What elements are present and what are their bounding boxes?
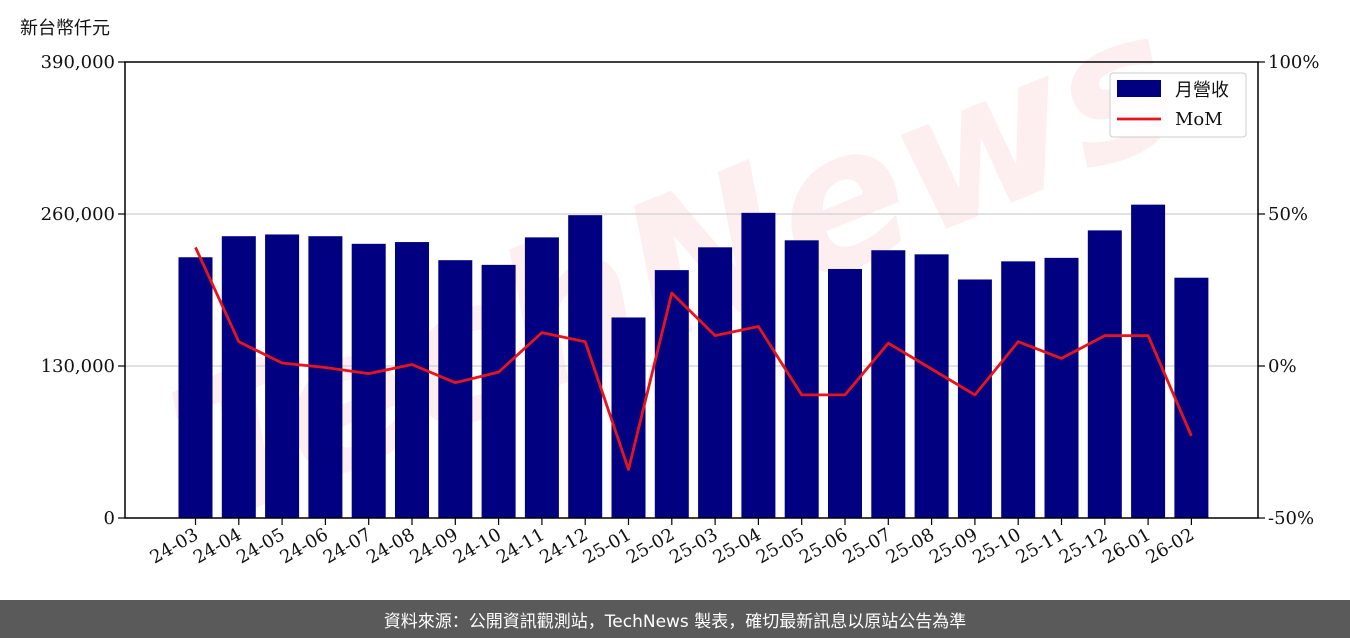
y-left-tick-label: 130,000 [41, 356, 115, 377]
bar-24-04 [221, 236, 256, 518]
bar-25-11 [1044, 257, 1079, 518]
bar-25-12 [1087, 230, 1122, 518]
x-tick-label: 24-12 [536, 524, 591, 568]
bar-24-09 [438, 260, 473, 518]
y-left-tick-label: 260,000 [41, 204, 115, 225]
mom-line-series [194, 246, 1193, 471]
bar-25-03 [698, 247, 733, 519]
bar-25-07 [871, 250, 906, 518]
x-tick-label: 25-08 [883, 524, 938, 568]
x-tick-label: 25-02 [623, 524, 678, 568]
bar-24-08 [395, 242, 429, 519]
bar-26-02 [1174, 277, 1209, 518]
y-axis-left: 0 130,000 260,000 390,000 [41, 52, 125, 529]
x-tick-label: 24-08 [363, 524, 418, 568]
y-right-tick-label: 50% [1268, 204, 1308, 225]
x-tick-label: 25-10 [969, 524, 1024, 568]
bar-24-05 [265, 234, 300, 518]
y-right-tick-label: 0% [1268, 356, 1297, 377]
bar-25-04 [741, 212, 776, 519]
y-left-tick-label: 0 [104, 508, 115, 529]
x-tick-label: 25-04 [709, 524, 764, 568]
x-tick-label: 25-07 [839, 524, 894, 568]
x-tick-label: 24-03 [147, 524, 202, 568]
bar-25-02 [654, 270, 689, 518]
bar-25-09 [957, 279, 992, 518]
bar-25-08 [914, 254, 949, 519]
y-axis-right: -50% 0% 50% 100% [1258, 52, 1319, 529]
x-tick-label: 24-07 [320, 524, 375, 568]
bar-25-10 [1001, 261, 1036, 518]
bar-24-11 [524, 237, 559, 518]
x-tick-label: 24-10 [450, 524, 505, 568]
bar-24-03 [178, 257, 213, 518]
legend-label-revenue: 月營收 [1175, 80, 1229, 101]
y-right-tick-label: 100% [1268, 52, 1319, 73]
x-tick-label: 25-09 [926, 524, 981, 568]
source-footer: 資料來源：公開資訊觀測站，TechNews 製表，確切最新訊息以原站公告為準 [0, 600, 1350, 638]
x-tick-label: 25-05 [753, 524, 808, 568]
x-tick-label: 26-02 [1142, 524, 1197, 568]
bar-25-05 [784, 240, 819, 519]
x-tick-label: 24-09 [406, 524, 461, 568]
x-tick-label: 25-01 [580, 524, 635, 568]
bar-24-12 [568, 215, 603, 518]
x-tick-label: 25-12 [1056, 524, 1111, 568]
footer-text: 資料來源：公開資訊觀測站，TechNews 製表，確切最新訊息以原站公告為準 [383, 611, 967, 632]
x-tick-label: 25-11 [1013, 524, 1068, 568]
y-axis-unit-label: 新台幣仟元 [20, 18, 110, 39]
x-tick-label: 24-11 [493, 524, 548, 568]
legend-swatch-bar [1117, 80, 1161, 97]
mom-line [194, 246, 1193, 471]
legend: 月營收 MoM [1109, 72, 1247, 138]
y-right-tick-label: -50% [1268, 508, 1314, 529]
x-tick-label: 25-06 [796, 524, 851, 568]
bar-24-10 [481, 264, 516, 518]
legend-label-mom: MoM [1175, 109, 1223, 130]
x-tick-label: 26-01 [1099, 524, 1154, 568]
y-left-tick-label: 390,000 [41, 52, 115, 73]
plot-frame [124, 61, 1259, 519]
bar-24-06 [308, 236, 343, 518]
bar-24-07 [351, 243, 386, 519]
bar-series [178, 204, 1209, 519]
x-tick-label: 25-03 [666, 524, 721, 568]
